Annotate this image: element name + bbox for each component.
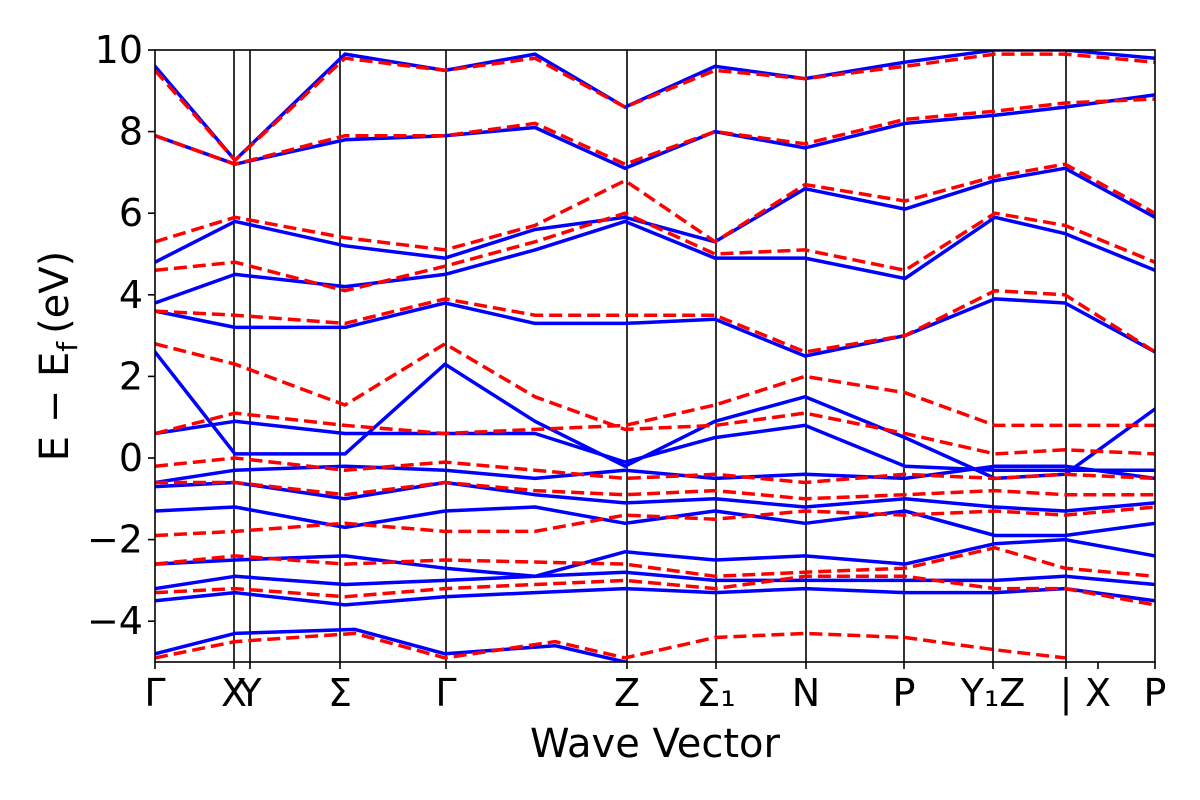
x-tick-label-3: Σ xyxy=(328,671,352,715)
y-tick-label: 0 xyxy=(119,436,143,480)
y-axis-title-unit: (eV) xyxy=(32,251,78,334)
y-tick-label: 6 xyxy=(119,191,143,235)
dashed-band-12 xyxy=(155,52,1155,162)
solid-band-1 xyxy=(155,586,1155,607)
x-tick-label-6: Σ₁ xyxy=(696,671,735,715)
solid-band-0 xyxy=(155,627,627,662)
plot-frame xyxy=(154,49,1156,663)
x-tick-label-8: P xyxy=(893,671,916,715)
x-tick-label-5: Z xyxy=(614,671,640,715)
solid-band-2 xyxy=(155,570,1155,591)
solid-band-7 xyxy=(155,350,1155,481)
x-tick-label-1: X xyxy=(221,671,247,715)
y-tick-label: 2 xyxy=(119,354,143,398)
dashed-band-7 xyxy=(155,342,1155,456)
dashed-band-2 xyxy=(155,546,1155,579)
x-tick-label-10: | xyxy=(1060,671,1073,716)
dashed-band-3 xyxy=(155,505,1155,538)
x-tick-label-11: X xyxy=(1085,671,1111,715)
dashed-band-6 xyxy=(155,374,1155,436)
y-tick-label: −2 xyxy=(87,518,143,562)
solid-band-9 xyxy=(155,297,1155,358)
x-axis-ticks: Γ XY Σ Γ Z Σ₁ N P Y₁Z | X P xyxy=(144,662,1166,716)
x-axis-title: Wave Vector xyxy=(530,721,781,767)
x-tick-label-2: Y xyxy=(237,671,262,715)
dashed-band-8 xyxy=(155,288,1155,354)
x-tick-label-12: P xyxy=(1144,671,1167,715)
solid-band-5 xyxy=(155,480,1155,513)
y-tick-label: 4 xyxy=(119,273,143,317)
solid-band-11 xyxy=(155,166,1155,264)
y-axis-title-main: E − E xyxy=(32,352,78,462)
y-axis-ticks: −4 −2 0 2 4 6 8 10 xyxy=(87,28,155,643)
dashed-band-5 xyxy=(155,456,1155,485)
dashed-band-10 xyxy=(155,162,1155,252)
series-dashed xyxy=(155,52,1155,660)
dashed-band-4 xyxy=(155,480,1155,501)
dashed-band-0 xyxy=(155,631,1066,660)
solid-band-8 xyxy=(155,419,1155,472)
x-tick-label-4: Γ xyxy=(435,671,456,715)
solid-band-3 xyxy=(155,537,1155,579)
dashed-band-11 xyxy=(155,97,1155,166)
y-tick-label: 8 xyxy=(119,110,143,154)
y-tick-label: −4 xyxy=(87,599,143,643)
dashed-band-9 xyxy=(155,211,1155,293)
x-tick-label-7: N xyxy=(792,671,820,715)
y-tick-label: 10 xyxy=(95,28,143,72)
solid-band-13 xyxy=(155,50,1155,162)
y-axis-title-sub: f xyxy=(51,341,84,352)
dashed-band-1 xyxy=(155,574,1155,607)
kpoint-separator-lines xyxy=(233,50,1067,662)
solid-band-12 xyxy=(155,93,1155,171)
y-axis-title: E − Ef (eV) xyxy=(32,251,84,462)
band-series xyxy=(155,50,1155,662)
x-tick-label-0: Γ xyxy=(144,671,165,715)
x-tick-label-9: Y₁Z xyxy=(960,671,1025,715)
